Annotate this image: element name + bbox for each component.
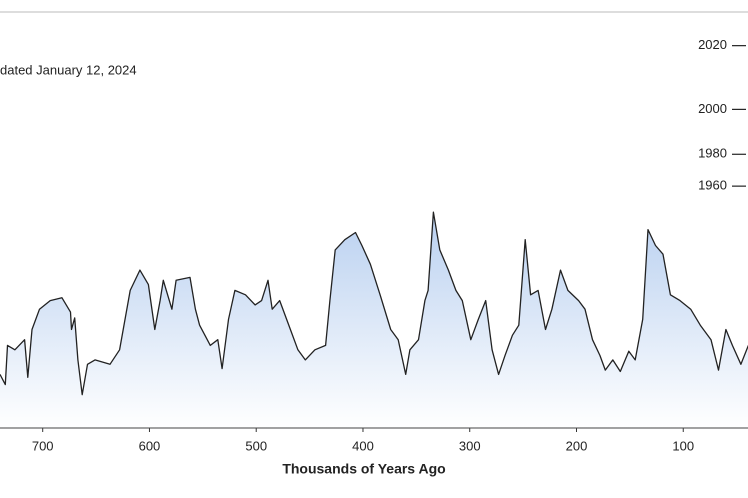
marker-label: 2020 (698, 37, 727, 52)
x-axis-title: Thousands of Years Ago (282, 461, 445, 477)
x-tick-label: 300 (459, 438, 481, 453)
subtitle: dated January 12, 2024 (0, 62, 137, 77)
x-tick-label: 200 (566, 438, 588, 453)
x-tick-label: 500 (245, 438, 267, 453)
x-tick-label: 400 (352, 438, 374, 453)
x-tick-label: 600 (139, 438, 161, 453)
marker-label: 1960 (698, 178, 727, 193)
line (0, 211, 748, 396)
area (0, 212, 748, 428)
marker-label: 2000 (698, 101, 727, 116)
x-tick-label: 700 (32, 438, 54, 453)
x-tick-label: 100 (672, 438, 694, 453)
marker-label: 1980 (698, 146, 727, 161)
